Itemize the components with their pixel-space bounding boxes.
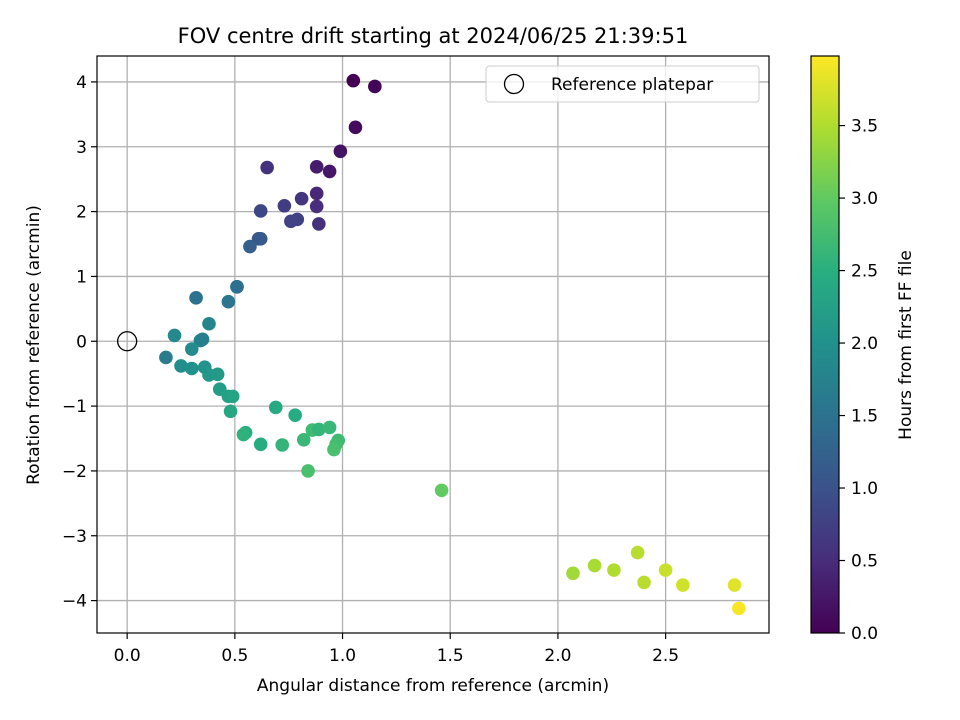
data-point [275,438,290,452]
data-point [301,464,315,478]
data-point [189,291,203,305]
data-point [322,420,337,435]
data-point [202,316,216,331]
x-tick-label: 0.0 [114,646,141,666]
data-point [637,575,651,590]
data-point [434,483,449,498]
colorbar-ticks: 0.0 0.5 1.0 1.5 2.0 2.5 3.0 3.5 [839,117,878,644]
data-point [630,545,645,560]
data-point [348,120,363,135]
data-point [309,199,324,214]
legend: Reference platepar [485,65,760,103]
data-point [732,601,746,616]
colorbar-tick-label: 1.0 [851,479,878,499]
colorbar-tick-label: 2.5 [851,262,878,282]
colorbar-tick-label: 3.5 [851,117,878,137]
y-tick-label: 2 [76,203,87,223]
data-point [260,160,274,175]
x-axis-ticks: 0.0 0.5 1.0 1.5 2.0 2.5 [114,633,679,666]
data-point [607,563,621,577]
data-point [184,361,199,376]
data-point [309,186,324,201]
data-point [288,408,302,422]
data-point [268,400,283,415]
data-point [225,389,240,404]
y-tick-label: −3 [62,527,87,547]
data-point [174,359,188,373]
colorbar-gradient [810,55,840,634]
data-point [658,563,673,577]
data-point [312,422,326,437]
reference-platepar-marker [117,331,138,352]
data-point [346,73,361,88]
x-tick-label: 1.5 [437,646,464,666]
x-tick-label: 2.5 [652,646,679,666]
data-point [253,204,268,218]
data-point [221,294,236,309]
data-point [368,79,382,94]
y-tick-label: −2 [62,462,87,482]
colorbar-tick-label: 0.0 [851,624,878,644]
data-point [277,198,292,213]
data-point [309,160,324,174]
data-point [210,367,225,382]
data-point [294,191,309,206]
data-point [296,433,311,447]
data-point [223,404,238,419]
y-tick-label: 1 [76,267,87,287]
data-point [236,427,251,442]
legend-label-reference: Reference platepar [551,75,713,95]
data-point [253,437,268,452]
x-tick-label: 0.5 [221,646,248,666]
x-axis-label: Angular distance from reference (arcmin) [257,676,609,696]
y-tick-label: −1 [62,397,87,417]
chart-title: FOV centre drift starting at 2024/06/25 … [178,24,689,48]
data-point [312,217,326,231]
data-point [322,164,337,179]
data-point [159,350,173,365]
data-point [327,442,341,457]
data-point [253,232,268,246]
data-point [566,566,580,581]
data-point [167,328,182,343]
y-tick-label: 3 [76,138,87,158]
colorbar-tick-label: 2.0 [851,334,878,354]
data-point [230,280,244,294]
y-tick-label: 4 [76,73,87,93]
data-point [184,342,199,356]
data-point [243,239,257,254]
colorbar: 0.0 0.5 1.0 1.5 2.0 2.5 3.0 3.5 Hours from firs… [810,55,916,644]
x-tick-label: 1.0 [329,646,356,666]
y-tick-label: 0 [76,332,87,352]
x-tick-label: 2.0 [544,646,571,666]
colorbar-tick-label: 0.5 [851,552,878,572]
data-point [195,332,210,347]
data-point [284,214,298,229]
reference-marker-layer [117,331,138,352]
legend-marker-reference [503,73,525,95]
data-point [727,578,742,592]
colorbar-label: Hours from first FF file [896,250,916,440]
plot-frame [96,55,770,634]
data-points [159,73,746,616]
colorbar-tick-label: 1.5 [851,407,878,427]
legend-box [485,65,760,103]
y-tick-label: −4 [62,592,87,612]
y-axis-ticks: −4 −3 −2 −1 0 1 2 3 4 [62,73,97,612]
y-axis-label: Rotation from reference (arcmin) [24,205,44,485]
colorbar-tick-label: 3.0 [851,189,878,209]
data-point [587,558,602,573]
data-point [333,144,348,159]
data-point [676,578,690,592]
